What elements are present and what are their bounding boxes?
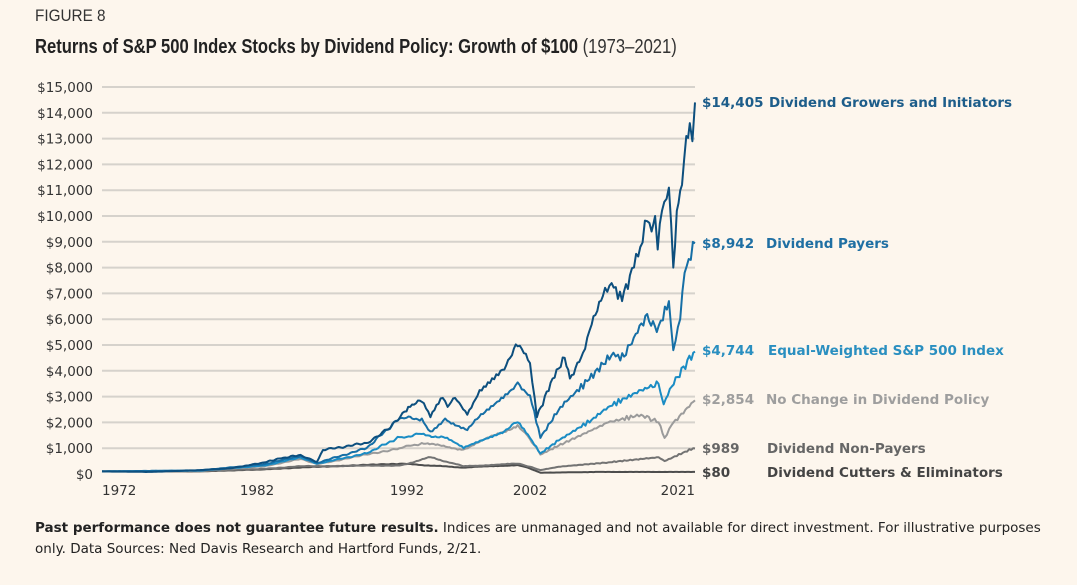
series-name: Dividend Payers <box>766 236 889 252</box>
y-tick-label: $10,000 <box>37 209 93 225</box>
y-tick-label: $9,000 <box>46 235 93 251</box>
y-tick-label: $1,000 <box>46 441 93 457</box>
end-value: $14,405 <box>702 95 764 111</box>
y-tick-label: $0 <box>76 467 93 483</box>
figure-label: FIGURE 8 <box>35 6 106 25</box>
series-name: Dividend Non-Payers <box>767 441 926 457</box>
chart-title-range: (1973–2021) <box>582 36 677 58</box>
disclaimer-bold: Past performance does not guarantee futu… <box>35 520 439 536</box>
x-tick-label: 2002 <box>513 483 547 499</box>
series-name: Dividend Growers and Initiators <box>769 95 1013 111</box>
y-tick-label: $7,000 <box>46 286 93 302</box>
y-tick-label: $15,000 <box>37 80 93 96</box>
footnote: Past performance does not guarantee futu… <box>35 518 1045 560</box>
y-tick-label: $6,000 <box>46 312 93 328</box>
y-tick-label: $8,000 <box>46 261 93 277</box>
x-tick-label: 1992 <box>390 483 424 499</box>
line-non-payers <box>101 447 696 473</box>
y-tick-label: $5,000 <box>46 338 93 354</box>
chart-title: Returns of S&P 500 Index Stocks by Divid… <box>35 36 677 59</box>
line-no-change <box>102 399 696 473</box>
y-tick-label: $14,000 <box>37 106 93 122</box>
line-equal-weighted <box>101 350 696 473</box>
end-value: $989 <box>702 441 740 457</box>
footnote-text: Indices are unmanaged and not available … <box>35 520 1041 557</box>
x-tick-label: 1982 <box>240 483 274 499</box>
x-tick-label: 1972 <box>102 483 136 499</box>
series-name: Equal-Weighted S&P 500 Index <box>768 343 1004 359</box>
series-name: No Change in Dividend Policy <box>766 392 990 408</box>
y-tick-label: $11,000 <box>37 183 93 199</box>
end-value: $8,942 <box>702 236 755 252</box>
end-value: $4,744 <box>702 343 755 359</box>
series-name: Dividend Cutters & Eliminators <box>767 465 1003 481</box>
line-dividend-growers <box>101 102 696 473</box>
end-value: $80 <box>702 465 731 481</box>
y-tick-label: $2,000 <box>46 415 93 431</box>
line-chart: $0 $1,000 $2,000 $3,000 $4,000 $5,000 $6,000 $7… <box>37 80 696 499</box>
y-tick-label: $12,000 <box>37 157 93 173</box>
y-tick-label: $3,000 <box>46 390 93 406</box>
end-value: $2,854 <box>702 392 755 408</box>
y-tick-label: $4,000 <box>46 364 93 380</box>
y-tick-label: $13,000 <box>37 132 93 148</box>
x-tick-label: 2021 <box>661 483 695 499</box>
chart-title-main: Returns of S&P 500 Index Stocks by Divid… <box>35 36 579 58</box>
